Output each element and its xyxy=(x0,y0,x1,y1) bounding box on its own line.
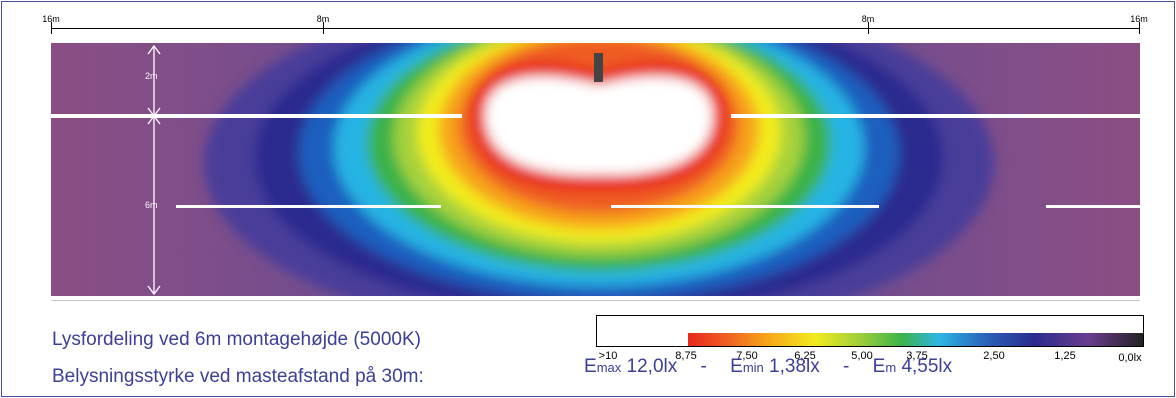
illuminance-stats: Emax 12,0lx - Emin 1,38lx - Em 4,55lx xyxy=(584,356,952,378)
legend-label: >10 xyxy=(598,350,618,362)
distance-ruler: 16m 8m 8m 16m xyxy=(0,0,1176,42)
legend-label: 5,00 xyxy=(851,350,873,362)
emin-value: 1,38lx xyxy=(769,356,820,377)
light-distribution-map: 2m 6m xyxy=(51,43,1140,296)
emax-subscript: max xyxy=(596,360,622,375)
em-subscript: m xyxy=(885,360,897,375)
road-edge-line-right xyxy=(731,114,1140,118)
color-scale-gradient xyxy=(688,333,1143,346)
legend-label: 6,25 xyxy=(794,350,816,362)
legend-label: 8,75 xyxy=(675,350,697,362)
dimension-label-6m: 6m xyxy=(145,200,158,210)
em-symbol: E xyxy=(872,356,886,377)
emin-subscript: min xyxy=(742,360,764,375)
em-value: 4,55lx xyxy=(901,356,953,377)
caption-illuminance: Belysningsstyrke ved masteafstand på 30m… xyxy=(52,366,424,387)
ruler-tick xyxy=(323,22,324,34)
ruler-tick xyxy=(1139,22,1140,34)
stat-separator: - xyxy=(700,356,707,377)
emax-symbol: E xyxy=(584,356,597,377)
color-scale-legend xyxy=(596,315,1144,347)
legend-label: 3,75 xyxy=(906,350,928,362)
legend-label: 7,50 xyxy=(736,350,758,362)
lane-marking xyxy=(611,205,879,208)
stat-separator: - xyxy=(843,356,850,377)
caption-distribution: Lysfordeling ved 6m montagehøjde (5000K) xyxy=(52,329,421,350)
road-edge-line-left xyxy=(51,114,462,118)
ruler-line xyxy=(51,28,1140,29)
zone-over-10 xyxy=(485,76,713,176)
dimension-label-2m: 2m xyxy=(145,71,158,81)
ruler-label-left: 16m xyxy=(42,14,60,24)
ruler-label-right: 16m xyxy=(1130,14,1148,24)
luminaire-icon xyxy=(594,53,603,82)
emin-symbol: E xyxy=(730,356,743,377)
ruler-label-mid-right: 8m xyxy=(861,14,875,24)
legend-label: 2,50 xyxy=(983,350,1005,362)
legend-label: 0,0lx xyxy=(1118,352,1142,364)
ruler-label-mid-left: 8m xyxy=(316,14,330,24)
lane-marking xyxy=(176,205,441,208)
legend-label: 1,25 xyxy=(1054,350,1076,362)
ruler-tick xyxy=(868,22,869,34)
heatmap-svg xyxy=(51,43,1140,296)
lane-marking xyxy=(1046,205,1140,208)
baseline-divider xyxy=(51,300,1140,301)
emax-value: 12,0lx xyxy=(626,356,678,377)
ruler-tick xyxy=(51,22,52,34)
dimension-arrows xyxy=(147,44,161,296)
